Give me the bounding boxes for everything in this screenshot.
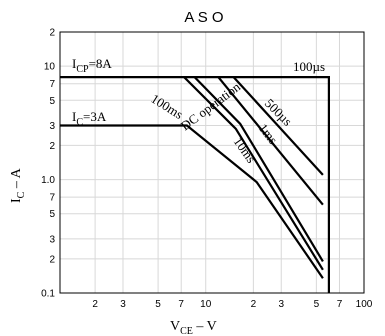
y-axis-label: IC – A bbox=[9, 167, 27, 203]
y-tick-label: 3 bbox=[49, 121, 55, 132]
plot-frame bbox=[59, 31, 365, 294]
x-tick-label: 3 bbox=[278, 299, 284, 310]
label-100ms: 100ms bbox=[148, 91, 185, 122]
label-ic: IC=3A bbox=[72, 109, 107, 128]
y-tick-label: 3 bbox=[49, 234, 55, 245]
x-tick-label: 7 bbox=[337, 299, 343, 310]
series-line-1ms bbox=[217, 76, 324, 206]
x-tick-label: 2 bbox=[251, 299, 257, 310]
y-tick-label: 2 bbox=[49, 141, 55, 152]
y-tick-labels: 0.1 2 3 5 7 1.0 2 3 5 7 10 2 bbox=[41, 28, 55, 300]
x-tick-label: 7 bbox=[178, 299, 184, 310]
x-tick-labels: 2 3 5 7 10 2 3 5 7 100 bbox=[92, 299, 372, 310]
y-tick-label: 5 bbox=[49, 96, 55, 107]
series-line-100ms bbox=[183, 76, 324, 271]
x-tick-label: 5 bbox=[155, 299, 161, 310]
label-100us: 100µs bbox=[293, 59, 325, 74]
x-tick-label: 3 bbox=[120, 299, 126, 310]
y-tick-label: 10 bbox=[44, 62, 56, 73]
series-line-100us bbox=[60, 75, 330, 293]
x-tick-label: 100 bbox=[356, 299, 373, 310]
label-icp: ICP=8A bbox=[72, 56, 112, 75]
y-tick-label: 0.1 bbox=[41, 289, 55, 300]
grid bbox=[60, 32, 364, 293]
y-tick-label: 5 bbox=[49, 209, 55, 220]
x-axis-label: VCE – V bbox=[170, 319, 217, 336]
x-tick-label: 10 bbox=[200, 299, 212, 310]
series-line-10ms bbox=[193, 76, 324, 262]
x-tick-label: 2 bbox=[92, 299, 98, 310]
y-tick-label: 7 bbox=[49, 193, 55, 204]
y-tick-label: 1.0 bbox=[41, 175, 55, 186]
y-tick-label: 7 bbox=[49, 79, 55, 90]
x-tick-label: 5 bbox=[314, 299, 320, 310]
y-tick-label: 2 bbox=[49, 28, 55, 39]
chart-title: A S O bbox=[184, 9, 223, 26]
series-lines bbox=[60, 75, 330, 293]
series-line-dc-operation bbox=[60, 124, 324, 279]
series-line-500us bbox=[232, 76, 324, 176]
y-tick-label: 2 bbox=[49, 254, 55, 265]
